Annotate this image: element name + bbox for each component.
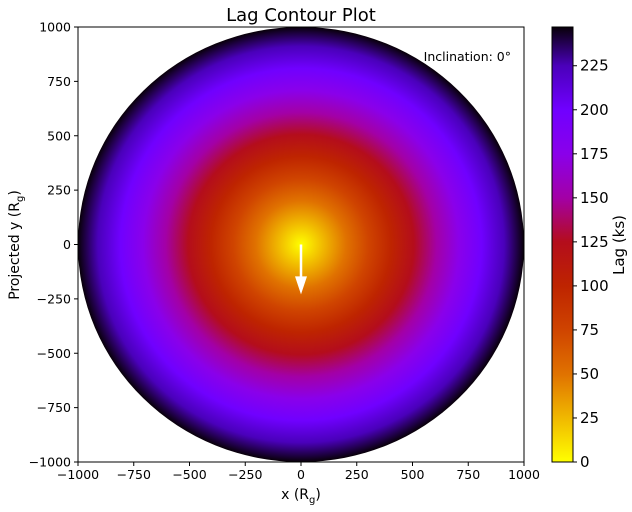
colorbar-tick-label: 50 bbox=[580, 365, 599, 383]
colorbar-tick-label: 175 bbox=[580, 145, 609, 163]
y-tick-label: 750 bbox=[47, 74, 71, 89]
x-axis-ticks: −1000 −750 −500 −250 0 250 500 750 1000 bbox=[57, 462, 540, 482]
colorbar-tick-label: 150 bbox=[580, 189, 609, 207]
inclination-annotation: Inclination: 0° bbox=[424, 49, 511, 64]
y-tick-label: 500 bbox=[47, 128, 71, 143]
colorbar-label: Lag (ks) bbox=[610, 215, 628, 275]
x-axis-label: x (Rg) bbox=[281, 487, 321, 506]
chart-title: Lag Contour Plot bbox=[226, 5, 376, 26]
plot-area: Inclination: 0° bbox=[77, 26, 525, 463]
y-tick-label: −250 bbox=[37, 291, 71, 306]
colorbar-tick-label: 25 bbox=[580, 409, 599, 427]
colorbar-tick-label: 200 bbox=[580, 101, 609, 119]
y-tick-label: 1000 bbox=[39, 20, 71, 35]
colorbar-gradient bbox=[552, 27, 573, 462]
colorbar-tick-label: 100 bbox=[580, 277, 609, 295]
x-tick-label: −750 bbox=[117, 467, 151, 482]
x-tick-label: −1000 bbox=[57, 467, 99, 482]
colorbar-tick-label: 0 bbox=[580, 453, 590, 471]
x-tick-label: −250 bbox=[228, 467, 262, 482]
x-tick-label: 0 bbox=[297, 467, 305, 482]
colorbar-tick-label: 225 bbox=[580, 57, 609, 75]
y-tick-label: 0 bbox=[63, 237, 71, 252]
colorbar: 0 25 50 75 100 125 150 175 200 225 Lag (ks) bbox=[551, 26, 628, 471]
x-tick-label: 1000 bbox=[508, 467, 540, 482]
arrow-head bbox=[295, 276, 307, 295]
colorbar-tick-label: 75 bbox=[580, 321, 599, 339]
colorbar-ticks: 0 25 50 75 100 125 150 175 200 225 bbox=[573, 57, 609, 471]
x-tick-label: 500 bbox=[401, 467, 425, 482]
x-tick-label: 750 bbox=[456, 467, 480, 482]
colorbar-tick-label: 125 bbox=[580, 233, 609, 251]
y-axis-ticks: −1000 −750 −500 −250 0 250 500 750 1000 bbox=[29, 20, 78, 470]
y-tick-label: −500 bbox=[37, 346, 71, 361]
y-tick-label: 250 bbox=[47, 183, 71, 198]
y-axis-label: Projected y (Rg) bbox=[7, 190, 26, 300]
x-tick-label: −500 bbox=[172, 467, 206, 482]
x-tick-label: 250 bbox=[345, 467, 369, 482]
y-tick-label: −750 bbox=[37, 400, 71, 415]
y-tick-label: −1000 bbox=[29, 455, 71, 470]
colorbar-frame bbox=[551, 26, 574, 463]
direction-arrow bbox=[295, 244, 307, 295]
